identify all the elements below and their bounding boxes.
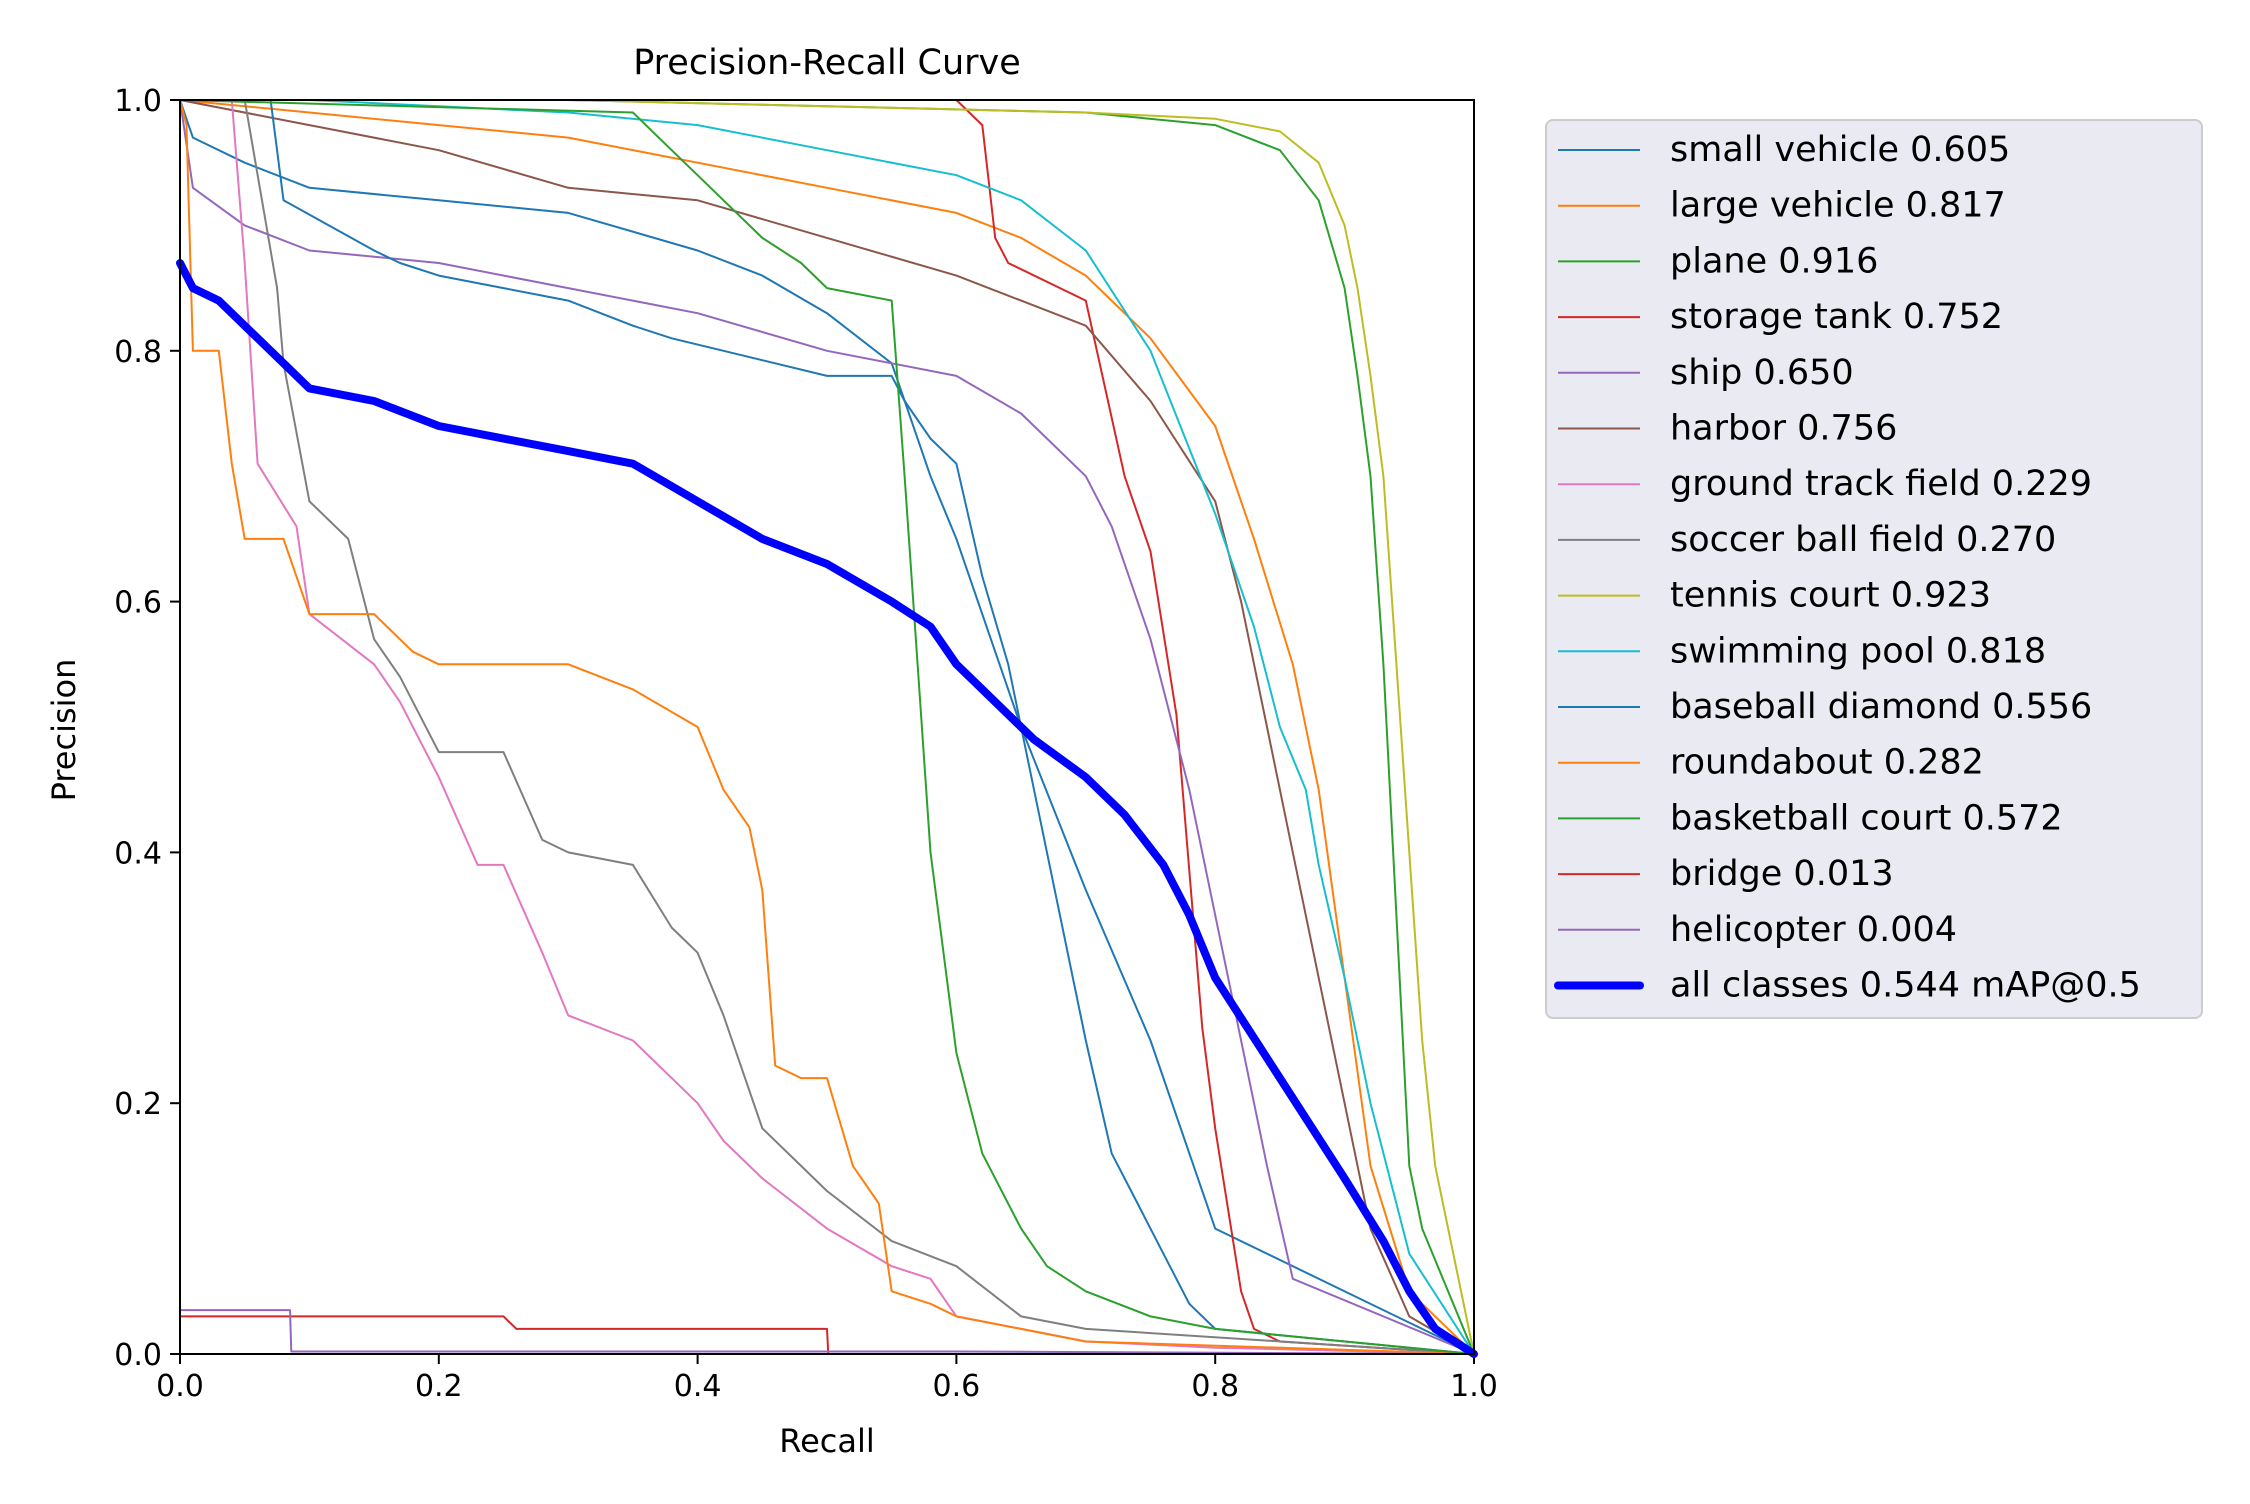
legend-label: tennis court 0.923 [1670, 576, 1991, 616]
legend-label: harbor 0.756 [1670, 409, 1897, 449]
legend-label: basketball court 0.572 [1670, 798, 2063, 838]
y-tick-label: 1.0 [114, 84, 162, 119]
y-axis-label: Precision [45, 659, 83, 802]
y-tick-label: 0.4 [114, 836, 162, 871]
legend-label: helicopter 0.004 [1670, 910, 1957, 950]
legend-label: bridge 0.013 [1670, 854, 1894, 894]
series-line-9 [179, 99, 1475, 1355]
series-line-15 [179, 1309, 1475, 1355]
x-tick-label: 0.4 [674, 1369, 722, 1404]
x-tick-label: 0.6 [933, 1369, 981, 1404]
legend-label: soccer ball field 0.270 [1670, 520, 2056, 560]
series-line-6 [179, 99, 1475, 1355]
legend-label: storage tank 0.752 [1670, 297, 2003, 337]
chart-title: Precision-Recall Curve [633, 43, 1021, 83]
y-tick-label: 0.6 [114, 586, 162, 621]
legend-label: ground track field 0.229 [1670, 464, 2092, 504]
x-tick-label: 1.0 [1450, 1369, 1498, 1404]
series-layer [176, 99, 1478, 1358]
series-line-2 [179, 99, 1475, 1355]
legend-label: ship 0.650 [1670, 353, 1854, 393]
x-tick-label: 0.8 [1191, 1369, 1239, 1404]
legend-label: swimming pool 0.818 [1670, 631, 2046, 671]
legend-label: large vehicle 0.817 [1670, 186, 2006, 226]
legend-entries: small vehicle 0.605 large vehicle 0.817 pl… [1554, 130, 2141, 1006]
x-tick-label: 0.2 [415, 1369, 463, 1404]
series-line-5 [179, 99, 1475, 1355]
legend-label: plane 0.916 [1670, 241, 1878, 281]
x-axis-ticks: 0.0 0.2 0.4 0.6 0.8 1.0 [156, 1354, 1498, 1404]
y-tick-label: 0.8 [114, 335, 162, 370]
legend-label: all classes 0.544 mAP@0.5 [1670, 966, 2141, 1006]
legend-label: baseball diamond 0.556 [1670, 687, 2092, 727]
legend-label: roundabout 0.282 [1670, 743, 1984, 783]
y-tick-label: 0.0 [114, 1338, 162, 1373]
x-axis-label: Recall [779, 1422, 874, 1460]
series-line-1 [179, 99, 1475, 1355]
legend: small vehicle 0.605 large vehicle 0.817 pl… [1545, 119, 2203, 1019]
series-line-10 [179, 99, 1475, 1355]
plot-frame [179, 99, 1475, 1355]
series-line-16 [176, 259, 1478, 1358]
x-tick-label: 0.0 [156, 1369, 204, 1404]
series-line-8 [179, 99, 1475, 1355]
series-line-12 [179, 99, 1475, 1355]
series-line-11 [179, 99, 1475, 1355]
legend-box [1545, 119, 2203, 1019]
y-axis-ticks: 0.0 0.2 0.4 0.6 0.8 1.0 [114, 84, 180, 1373]
series-line-14 [179, 1315, 1475, 1355]
series-line-13 [179, 99, 1475, 1355]
y-tick-label: 0.2 [114, 1087, 162, 1122]
legend-label: small vehicle 0.605 [1670, 130, 2010, 170]
